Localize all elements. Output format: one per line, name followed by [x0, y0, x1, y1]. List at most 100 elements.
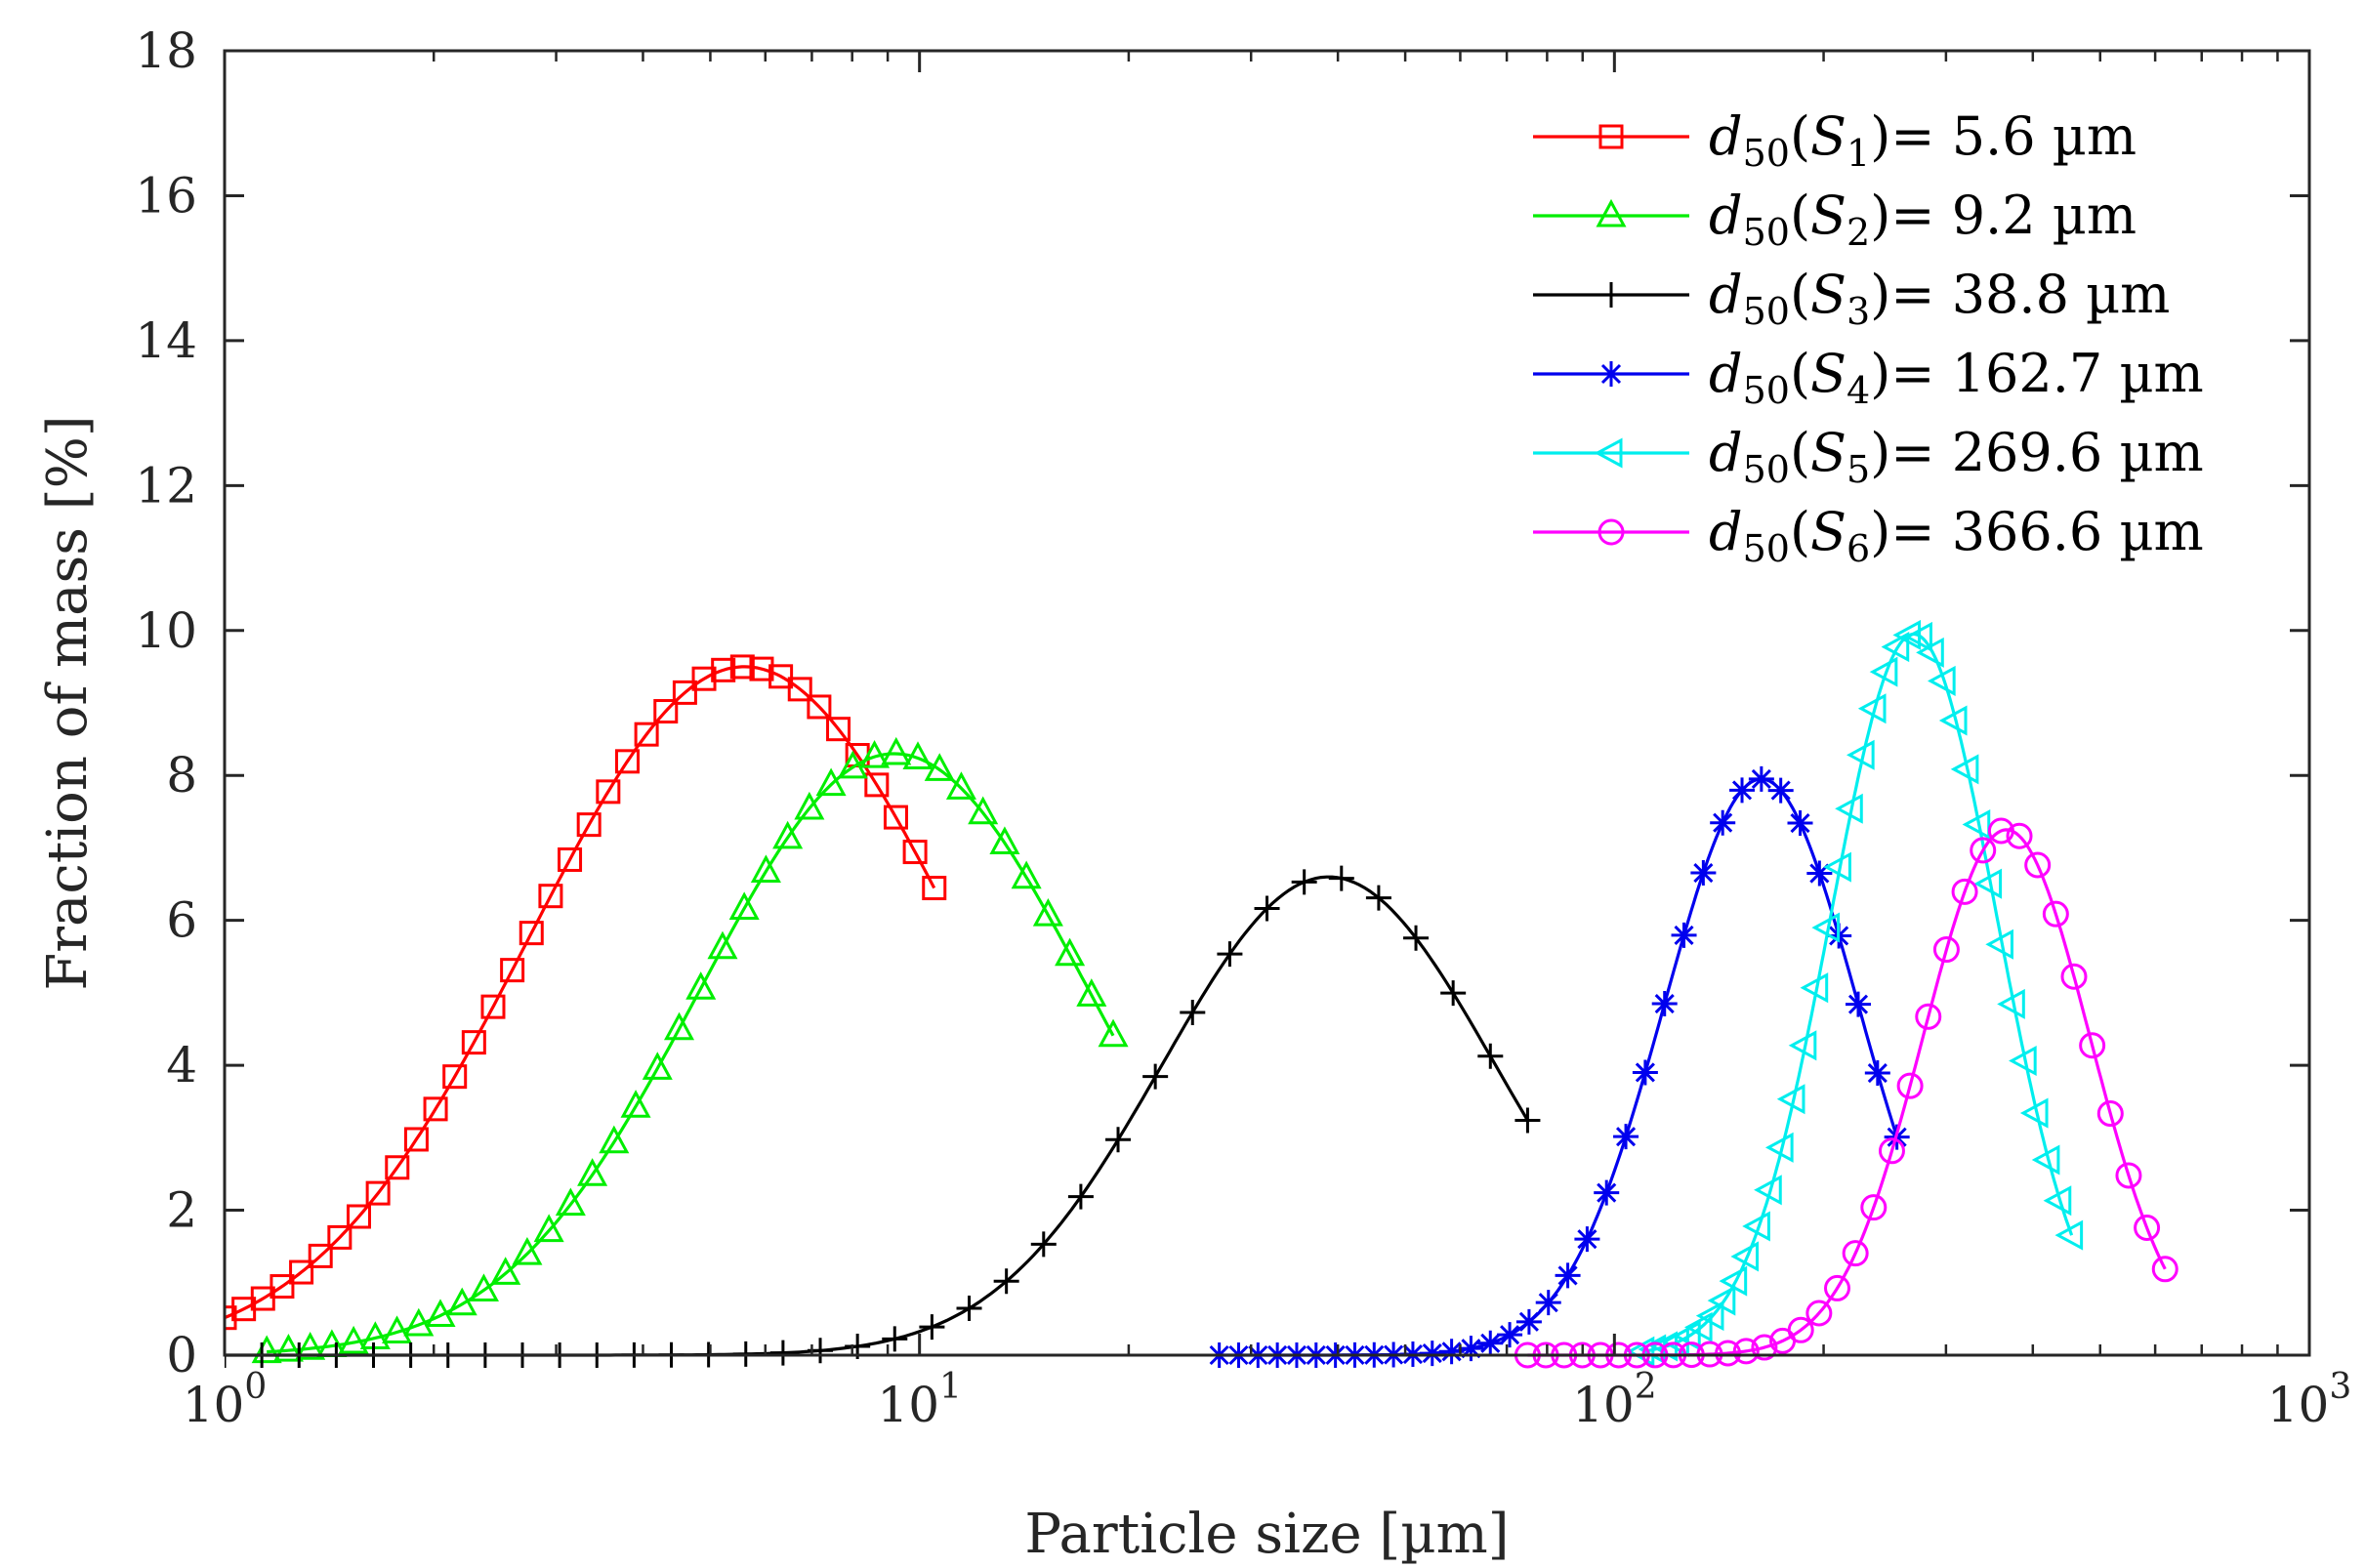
- marker-circle: [1751, 1334, 1778, 1361]
- marker-triangle-left: [1683, 1311, 1713, 1342]
- series-2: [251, 736, 1129, 1364]
- x-tick-label: 101: [877, 1367, 962, 1433]
- marker-circle: [1932, 936, 1960, 964]
- y-tick-label: 18: [135, 22, 197, 79]
- marker-asterisk: [1632, 1059, 1658, 1086]
- marker-triangle-left: [1869, 656, 1898, 687]
- marker-triangle-left: [2043, 1185, 2072, 1217]
- marker-triangle-up: [663, 1011, 695, 1041]
- marker-triangle-left: [1649, 1331, 1679, 1362]
- marker-plus: [1291, 869, 1317, 895]
- marker-triangle-left: [1985, 928, 2013, 960]
- marker-circle: [2006, 822, 2033, 849]
- marker-circle: [1824, 1274, 1851, 1301]
- y-tick-label: 2: [166, 1182, 197, 1239]
- marker-asterisk: [1477, 1330, 1504, 1356]
- marker-triangle-left: [1788, 1030, 1817, 1061]
- series-line: [225, 665, 936, 1320]
- legend-label: d50(S5)= 269.6 µm: [1709, 422, 2204, 491]
- y-tick-label: 4: [166, 1037, 197, 1093]
- marker-square: [672, 680, 697, 705]
- marker-triangle-left: [1811, 912, 1841, 943]
- x-tick-label: 103: [2267, 1367, 2352, 1433]
- marker-triangle-left: [1707, 1285, 1736, 1316]
- marker-triangle-up: [490, 1257, 521, 1285]
- marker-triangle-left: [2054, 1219, 2084, 1251]
- marker-asterisk: [1598, 361, 1624, 387]
- marker-asterisk: [1438, 1339, 1465, 1365]
- marker-asterisk: [1419, 1341, 1445, 1367]
- marker-triangle-up: [837, 750, 868, 779]
- marker-square: [480, 994, 506, 1019]
- legend-label: d50(S1)= 5.6 µm: [1709, 105, 2137, 175]
- marker-plus: [1142, 1063, 1169, 1090]
- marker-plus: [1598, 282, 1624, 308]
- marker-asterisk: [1671, 922, 1697, 948]
- marker-circle: [1787, 1316, 1814, 1343]
- marker-circle: [1597, 518, 1625, 546]
- marker-circle: [2151, 1256, 2178, 1283]
- y-tick-label: 8: [166, 747, 197, 804]
- marker-triangle-left: [1973, 868, 2003, 899]
- y-tick-label: 12: [135, 457, 197, 514]
- marker-triangle-up: [468, 1273, 499, 1301]
- marker-triangle-left: [1962, 808, 1991, 841]
- y-axis-label: Fraction of mass [%]: [36, 415, 100, 990]
- y-tick-label: 16: [135, 167, 197, 224]
- axes-layer: 0 2 4 6 8 10 12 14 16 18 100 101 102 103: [135, 22, 2351, 1433]
- marker-triangle-up: [1055, 937, 1086, 967]
- marker-triangle-left: [1673, 1320, 1701, 1351]
- marker-circle: [1970, 837, 1997, 864]
- marker-circle: [1805, 1300, 1833, 1327]
- marker-square: [787, 677, 812, 702]
- marker-circle: [2096, 1100, 2124, 1128]
- marker-square: [691, 666, 717, 691]
- marker-asterisk: [1497, 1322, 1523, 1348]
- marker-plus: [1514, 1107, 1541, 1134]
- marker-triangle-left: [2031, 1144, 2060, 1176]
- marker-square: [596, 779, 621, 805]
- legend-label: d50(S4)= 162.7 µm: [1709, 343, 2204, 412]
- marker-circle: [1715, 1340, 1742, 1367]
- marker-plus: [1440, 980, 1467, 1007]
- marker-triangle-left: [2019, 1097, 2049, 1129]
- marker-triangle-up: [359, 1321, 391, 1349]
- series-1: [225, 654, 947, 1331]
- marker-circle: [1951, 878, 1978, 905]
- marker-square: [826, 717, 851, 742]
- marker-square: [308, 1243, 333, 1268]
- marker-triangle-up: [338, 1325, 369, 1354]
- y-tick-label: 14: [135, 312, 197, 369]
- marker-triangle-left: [1950, 754, 1979, 785]
- marker-circle: [1842, 1240, 1869, 1267]
- marker-triangle-up: [1098, 1018, 1129, 1048]
- marker-square: [519, 921, 544, 946]
- marker-triangle-up: [945, 771, 976, 800]
- marker-square: [768, 664, 794, 689]
- marker-square: [883, 805, 908, 830]
- marker-square: [270, 1274, 295, 1300]
- marker-square: [807, 694, 832, 720]
- marker-asterisk: [1729, 777, 1756, 804]
- y-tick-label: 10: [135, 602, 197, 659]
- marker-square: [225, 1305, 237, 1331]
- marker-square: [403, 1127, 429, 1152]
- marker-square: [711, 657, 736, 682]
- marker-triangle-up: [1596, 198, 1627, 227]
- series-line: [1642, 632, 2074, 1353]
- marker-plus: [1030, 1231, 1057, 1258]
- marker-circle: [1915, 1003, 1942, 1030]
- plot-background: [225, 51, 2309, 1355]
- marker-plus: [993, 1268, 1019, 1295]
- marker-triangle-left: [1764, 1132, 1794, 1163]
- marker-circle: [2079, 1032, 2106, 1059]
- marker-circle: [2060, 963, 2088, 990]
- marker-triangle-left: [1892, 619, 1922, 650]
- marker-asterisk: [1535, 1290, 1561, 1316]
- marker-triangle-up: [446, 1287, 477, 1316]
- plot-area: [225, 51, 2309, 1355]
- marker-asterisk: [1651, 991, 1678, 1017]
- legend-item: d50(S4)= 162.7 µm: [1533, 343, 2204, 412]
- marker-square: [442, 1064, 468, 1090]
- marker-asterisk: [1710, 809, 1736, 836]
